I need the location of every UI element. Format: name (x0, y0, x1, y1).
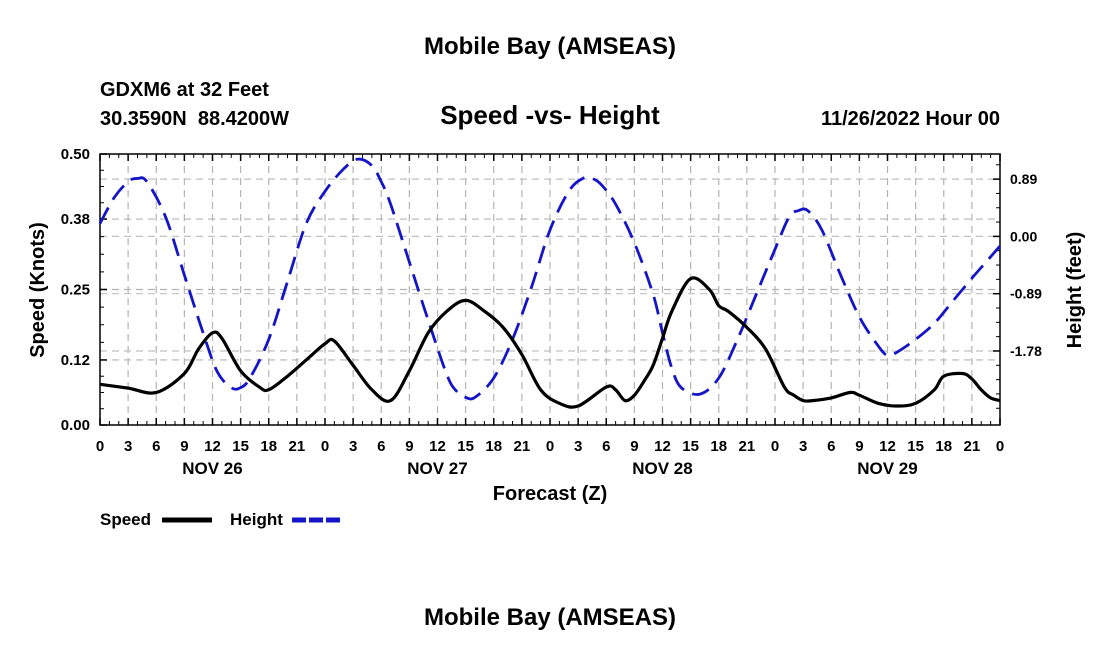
day-axis-labels: NOV 26 NOV 27 NOV 28 NOV 29 (182, 459, 917, 478)
hour-tick-label: 9 (630, 438, 638, 455)
legend-speed-label: Speed (100, 510, 151, 529)
hour-tick-label: 3 (124, 438, 132, 455)
left-tick-label: 0.50 (61, 146, 90, 163)
left-tick-label: 0.25 (61, 282, 90, 299)
hour-tick-label: 0 (546, 438, 554, 455)
left-tick-label: 0.38 (61, 211, 90, 228)
hour-tick-label: 9 (180, 438, 188, 455)
height-series-line (98, 157, 1002, 401)
right-tick-label: -0.89 (1010, 286, 1042, 302)
hour-tick-label: 18 (935, 438, 952, 455)
hour-tick-label: 18 (485, 438, 502, 455)
hour-tick-label: 18 (710, 438, 727, 455)
hour-tick-label: 3 (799, 438, 807, 455)
right-tick-label: 0.00 (1010, 228, 1037, 244)
hour-tick-label: 6 (152, 438, 160, 455)
hour-tick-label: 6 (602, 438, 610, 455)
hour-tick-label: 6 (377, 438, 385, 455)
hour-tick-label: 15 (232, 438, 249, 455)
hour-tick-label: 3 (349, 438, 357, 455)
hour-tick-label: 21 (514, 438, 531, 455)
plot-frame (99, 153, 1001, 426)
hour-tick-label: 15 (907, 438, 924, 455)
hour-tick-label: 6 (827, 438, 835, 455)
speed-series-line (99, 276, 1001, 409)
day-label: NOV 29 (857, 459, 917, 478)
hour-tick-label: 9 (855, 438, 863, 455)
y-axis-right-title: Height (feet) (1064, 232, 1086, 349)
station-label: GDXM6 at 32 Feet (100, 79, 269, 101)
hour-tick-label: 3 (574, 438, 582, 455)
right-tick-label: 0.89 (1010, 171, 1037, 187)
hour-tick-label: 12 (654, 438, 671, 455)
hour-tick-label: 15 (682, 438, 699, 455)
timestamp-label: 11/26/2022 Hour 00 (821, 108, 1000, 130)
hour-tick-label: 21 (964, 438, 981, 455)
y-axis-left-title: Speed (Knots) (27, 222, 49, 358)
hour-tick-label: 12 (204, 438, 221, 455)
left-axis-labels: 0.00 0.12 0.25 0.38 0.50 (61, 146, 90, 434)
hour-tick-label: 18 (260, 438, 277, 455)
legend-height-label: Height (230, 510, 283, 529)
hour-tick-label: 0 (321, 438, 329, 455)
hour-tick-label: 0 (771, 438, 779, 455)
left-tick-label: 0.00 (61, 417, 90, 434)
hour-axis-labels: 0 3 6 9 12 15 18 21 0 3 6 9 12 15 18 21 0 3 6 9 12 15 18 21 0 3 6 9… (96, 438, 1004, 455)
hour-tick-label: 0 (96, 438, 104, 455)
hour-tick-label: 12 (429, 438, 446, 455)
hour-tick-label: 15 (457, 438, 474, 455)
hour-tick-label: 9 (405, 438, 413, 455)
second-panel-title: Mobile Bay (AMSEAS) (424, 604, 676, 631)
right-tick-label: -1.78 (1010, 343, 1042, 359)
grid (100, 154, 1000, 425)
x-axis-title: Forecast (Z) (493, 483, 607, 505)
chart-title: Mobile Bay (AMSEAS) (424, 33, 676, 60)
day-label: NOV 26 (182, 459, 242, 478)
legend: Speed Height (100, 510, 342, 529)
day-label: NOV 28 (632, 459, 692, 478)
left-tick-label: 0.12 (61, 352, 90, 369)
day-label: NOV 27 (407, 459, 467, 478)
hour-tick-label: 0 (996, 438, 1004, 455)
chart-subtitle: Speed -vs- Height (440, 100, 660, 130)
coordinates-label: 30.3590N 88.4200W (100, 108, 289, 130)
hour-tick-label: 21 (289, 438, 306, 455)
hour-tick-label: 21 (739, 438, 756, 455)
hour-tick-label: 12 (879, 438, 896, 455)
right-axis-labels: -1.78 -0.89 0.00 0.89 (1010, 171, 1042, 359)
